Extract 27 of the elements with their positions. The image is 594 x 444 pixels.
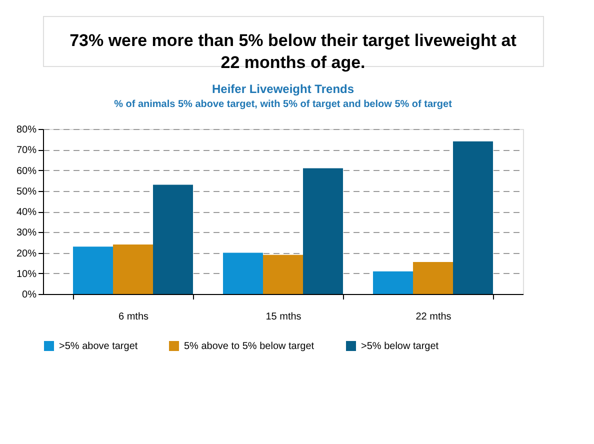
bar xyxy=(73,246,113,294)
y-tick-label: 20% xyxy=(16,248,37,260)
bar xyxy=(263,254,303,294)
x-tick-label: 15 mths xyxy=(266,312,302,322)
bar xyxy=(223,252,263,294)
bar xyxy=(373,271,413,294)
text: 73% were more than 5% below their target liveweight at 22 months of age. xyxy=(70,31,517,72)
chart-subtitle: % of animals 5% above target, with 5% of target and below 5% of target xyxy=(114,99,453,110)
y-tick-label: 80% xyxy=(16,124,37,136)
y-tick-label: 50% xyxy=(16,186,37,198)
bar xyxy=(303,168,343,294)
y-tick-label: 0% xyxy=(22,290,37,300)
bar xyxy=(153,184,193,294)
y-tick-label: 60% xyxy=(16,166,37,177)
bar xyxy=(453,141,493,294)
legend-label: >5% above target xyxy=(59,341,138,352)
bar xyxy=(413,262,453,294)
bar xyxy=(113,244,153,294)
chart-title: Heifer Liveweight Trends xyxy=(212,82,354,96)
legend-label: >5% below target xyxy=(361,341,439,352)
legend-label: 5% above to 5% below target xyxy=(184,341,314,352)
y-tick-label: 70% xyxy=(16,145,37,156)
y-tick-label: 10% xyxy=(16,268,37,280)
y-tick-label: 30% xyxy=(16,228,37,239)
x-tick-label: 22 mths xyxy=(416,312,452,322)
x-tick-label: 6 mths xyxy=(118,312,149,322)
y-tick-label: 40% xyxy=(16,207,37,218)
